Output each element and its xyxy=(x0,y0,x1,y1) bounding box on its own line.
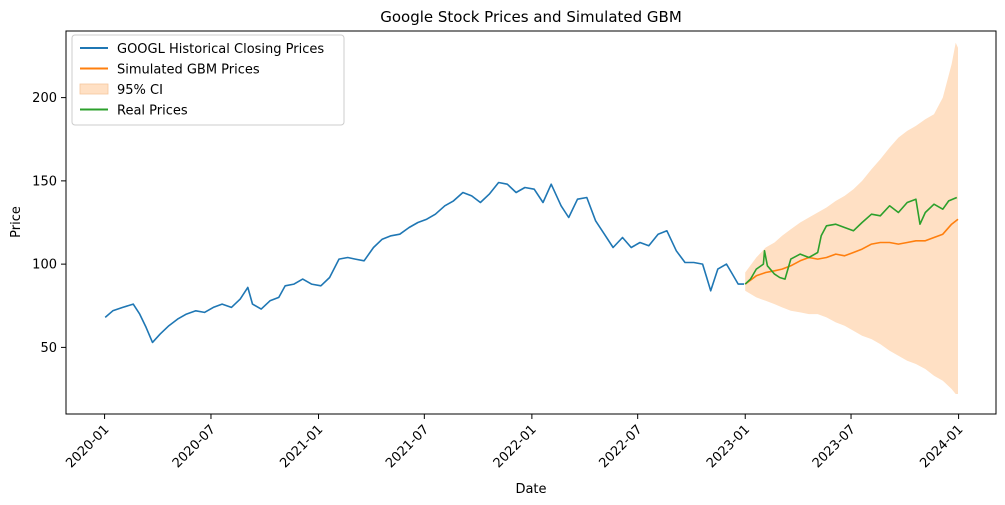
legend-label: Simulated GBM Prices xyxy=(117,63,260,78)
legend-swatch xyxy=(79,83,109,95)
x-tick-label: 2022-01 xyxy=(491,422,540,471)
x-tick-label: 2020-01 xyxy=(63,422,112,471)
x-tick-label: 2021-01 xyxy=(277,422,326,471)
x-tick-label: 2023-01 xyxy=(704,422,753,471)
x-tick-label: 2021-07 xyxy=(383,422,432,471)
legend-label: 95% CI xyxy=(117,83,163,98)
x-tick-label: 2023-07 xyxy=(810,422,859,471)
x-tick-label: 2024-01 xyxy=(917,422,966,471)
ci-band xyxy=(745,42,958,394)
y-axis-label: Price xyxy=(9,206,24,238)
x-axis-label: Date xyxy=(515,482,546,497)
series-line-googl-historical-closing-prices xyxy=(104,181,745,344)
series-line-simulated-gbm-prices xyxy=(744,218,959,285)
y-tick-label: 150 xyxy=(32,174,57,189)
y-tick-label: 50 xyxy=(40,341,57,356)
legend-label: Real Prices xyxy=(117,104,188,119)
chart-title: Google Stock Prices and Simulated GBM xyxy=(380,8,682,26)
legend-box xyxy=(71,34,345,126)
plot-frame xyxy=(65,30,997,415)
legend: GOOGL Historical Closing Prices Simulated… xyxy=(71,34,345,126)
x-tick-label: 2022-07 xyxy=(597,422,646,471)
y-tick-label: 100 xyxy=(32,258,57,273)
series-line-real-prices xyxy=(744,196,958,285)
y-tick-label: 200 xyxy=(32,91,57,106)
legend-label: GOOGL Historical Closing Prices xyxy=(117,42,324,57)
x-tick-label: 2020-07 xyxy=(170,422,219,471)
